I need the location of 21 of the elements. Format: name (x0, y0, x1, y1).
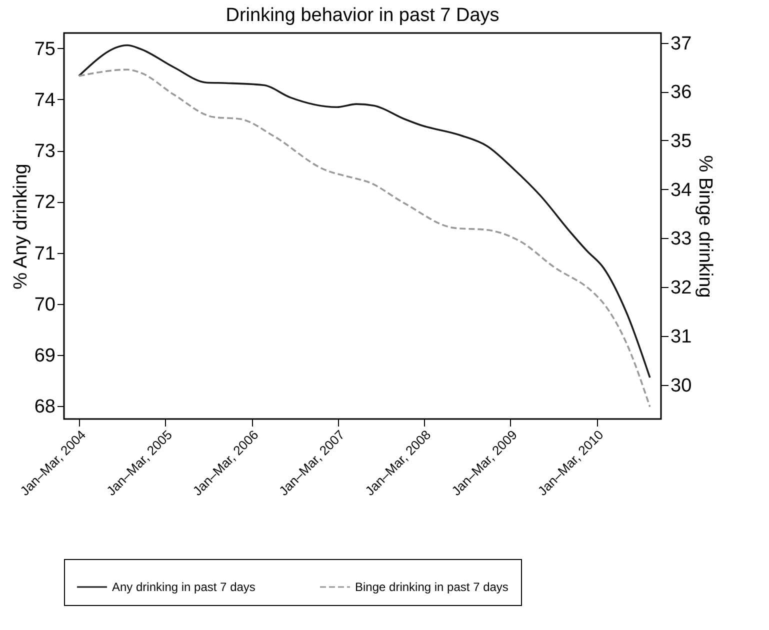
y-tick-label: 75 (34, 38, 56, 60)
y-tick-label: 73 (34, 141, 56, 162)
y-axis-title: % Any drinking (10, 164, 32, 290)
y2-tick-label: 34 (670, 180, 692, 201)
y-tick-label: 70 (34, 294, 56, 316)
y2-tick-label: 37 (670, 33, 692, 54)
y2-tick-label: 33 (670, 228, 692, 250)
y-tick-label: 74 (34, 90, 56, 111)
y-tick-label: 71 (34, 243, 56, 264)
y2-axis-title: % Binge drinking (694, 155, 716, 298)
y2-tick-label: 32 (670, 278, 692, 299)
y-tick-label: 72 (34, 192, 56, 214)
y2-tick-label: 36 (670, 82, 692, 104)
y2-tick-label: 30 (670, 375, 692, 396)
legend-label: Any drinking in past 7 days (112, 580, 256, 594)
y-tick-label: 69 (34, 346, 56, 367)
y-tick-label: 68 (34, 396, 56, 418)
y2-tick-label: 35 (670, 130, 692, 152)
legend-label: Binge drinking in past 7 days (355, 580, 508, 594)
y2-tick-label: 31 (670, 326, 692, 348)
chart-title: Drinking behavior in past 7 Days (226, 5, 500, 26)
